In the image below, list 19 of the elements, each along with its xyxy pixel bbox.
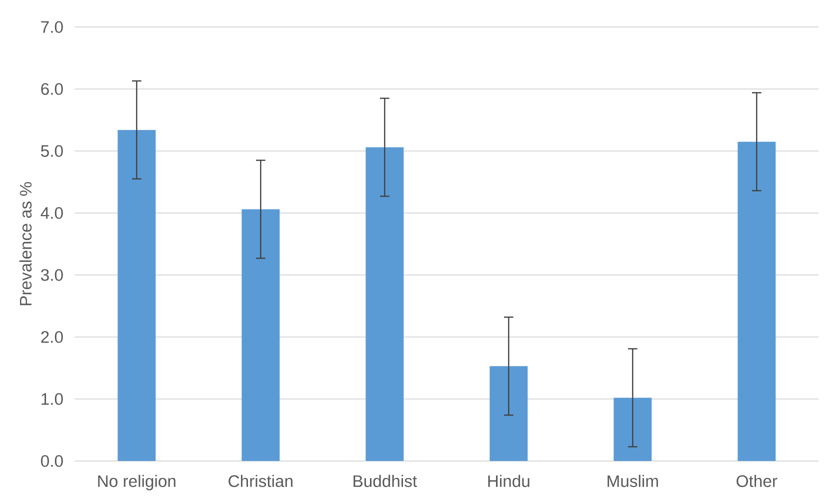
bar: [118, 130, 156, 461]
y-tick-label: 5.0: [41, 145, 63, 157]
bar: [242, 209, 280, 461]
x-tick-label: Hindu: [488, 474, 530, 488]
bar: [366, 147, 404, 461]
y-tick-label: 0.0: [40, 455, 63, 467]
y-tick-label: 6.0: [41, 83, 63, 95]
x-tick-label: Christian: [228, 474, 292, 488]
x-tick-label: Buddhist: [354, 474, 417, 488]
bar: [738, 142, 776, 461]
x-tick-label: No religion: [98, 474, 176, 490]
y-tick-label: 2.0: [41, 331, 63, 343]
y-axis-title: Prevalence as %: [19, 182, 32, 306]
x-tick-label: Muslim: [608, 474, 658, 488]
y-tick-label: 4.0: [40, 207, 63, 219]
x-tick-label: Other: [736, 474, 778, 488]
y-tick-label: 1.0: [42, 393, 63, 405]
y-tick-label: 3.0: [40, 269, 63, 281]
y-tick-label: 7.0: [41, 21, 63, 33]
